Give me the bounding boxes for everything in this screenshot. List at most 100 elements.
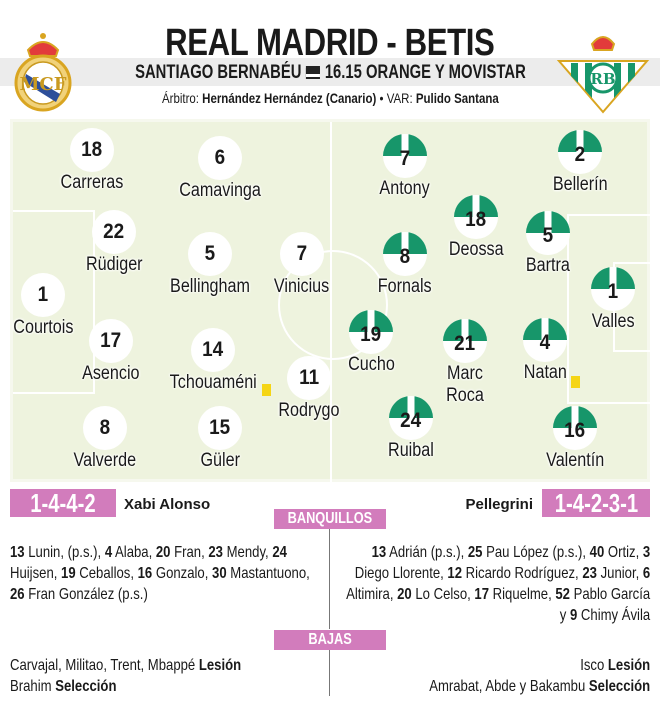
- penalty-area-line: [567, 214, 569, 404]
- bench-number: 3: [642, 544, 650, 561]
- player-name: Güler: [150, 450, 290, 472]
- header-band: [0, 58, 660, 86]
- player-name-text: Deossa: [448, 239, 504, 260]
- player-name: Carreras: [22, 172, 162, 194]
- bench-number: 6: [642, 565, 650, 582]
- betis-crest: RB: [556, 36, 650, 114]
- bench-number: 20: [396, 586, 412, 603]
- referee: Hernández Hernández (Canario): [201, 90, 376, 106]
- bench-number: 30: [212, 565, 227, 582]
- bench-number: 23: [582, 565, 597, 582]
- player-name-text: Rüdiger: [85, 254, 143, 275]
- shirt-number-badge: 11: [287, 356, 331, 400]
- player-name: Rüdiger: [44, 254, 184, 276]
- player-name-text: Güler: [200, 450, 240, 471]
- svg-text:RB: RB: [590, 70, 615, 88]
- absence-reason: Lesión: [607, 657, 650, 674]
- player-name: Tchouaméni: [143, 372, 283, 394]
- shirt-number-badge: 18: [70, 128, 114, 172]
- bench-player: Alaba,: [112, 544, 156, 561]
- bench-number: 26: [10, 586, 25, 603]
- player-name: Valverde: [35, 450, 175, 472]
- match-info: SANTIAGO BERNABÉU 16.15 ORANGE Y MOVISTAR: [0, 62, 660, 84]
- player-name-text: Valverde: [73, 450, 137, 471]
- away-coach: Pellegrini: [465, 496, 533, 513]
- bench-number: 20: [155, 544, 171, 561]
- player-name: Camavinga: [150, 180, 290, 202]
- shirt-number-badge: 2: [558, 130, 602, 174]
- shirt-number-badge: 4: [523, 318, 567, 362]
- shirt-number: 19: [360, 323, 382, 346]
- bench-player: Ceballos,: [75, 565, 138, 582]
- shirt-number: 14: [202, 338, 224, 361]
- bench-player: Diego Llorente,: [354, 565, 448, 582]
- absences-text: Carvajal, Militao, Trent, Mbappé Lesión B…: [10, 655, 320, 697]
- penalty-area-line: [13, 392, 93, 394]
- shirt-number-badge: 15: [198, 406, 242, 450]
- absence-reason: Lesión: [198, 657, 242, 674]
- shirt-number: 16: [564, 419, 586, 442]
- shirt-number: 15: [209, 416, 231, 439]
- yellow-card-icon: [571, 376, 580, 388]
- player-name-text: Fornals: [378, 276, 432, 297]
- bench-player: Chimy Ávila: [577, 607, 650, 624]
- bench-number: 17: [474, 586, 489, 603]
- var-referee: Pulido Santana: [415, 90, 499, 106]
- player-name: Antony: [335, 178, 475, 200]
- shirt-number: 1: [37, 283, 49, 306]
- shirt-number-badge: 17: [89, 319, 133, 363]
- player-name: Marc Roca: [425, 363, 505, 407]
- bench-number: 19: [61, 565, 76, 582]
- bench-number: 25: [467, 544, 483, 561]
- away-formation: 1-4-2-3-1: [542, 489, 650, 517]
- bench-player: Pau López (p.s.),: [482, 544, 590, 561]
- shirt-number: 4: [539, 331, 551, 354]
- player-name: Asencio: [41, 363, 181, 385]
- shirt-number: 17: [100, 329, 122, 352]
- absent-players: Carvajal, Militao, Trent, Mbappé: [10, 657, 199, 674]
- player-name: Valentín: [505, 450, 645, 472]
- player-name: Deossa: [406, 239, 546, 261]
- player-name-text: Natan: [523, 362, 567, 383]
- bench-number: 40: [589, 544, 605, 561]
- yellow-card-icon: [262, 384, 271, 396]
- shirt-number-badge: 1: [21, 273, 65, 317]
- bench-number: 16: [137, 565, 153, 582]
- shirt-number-badge: 8: [383, 232, 427, 276]
- shirt-number: 7: [296, 242, 308, 265]
- player-name-text: Rodrygo: [278, 400, 340, 421]
- absences-text: Isco Lesión Amrabat, Abde y Bakambu Selec…: [340, 655, 650, 697]
- bench-player: Lunin, (p.s.),: [24, 544, 105, 561]
- shirt-number: 5: [204, 242, 216, 265]
- bench-number: 12: [447, 565, 462, 582]
- home-bench: 13 Lunin, (p.s.), 4 Alaba, 20 Fran, 23 M…: [10, 542, 320, 605]
- player-name-text: Carreras: [60, 172, 124, 193]
- absences-heading: BAJAS: [274, 630, 386, 650]
- shirt-number: 6: [214, 146, 226, 169]
- bench-player: Ortiz,: [604, 544, 643, 561]
- bench-number: 9: [569, 607, 578, 624]
- penalty-area-line: [567, 214, 653, 216]
- shirt-number-badge: 22: [92, 210, 136, 254]
- real-madrid-crest: MCF: [14, 33, 72, 112]
- shirt-number-badge: 18: [454, 195, 498, 239]
- bench-player: Ricardo Rodríguez,: [461, 565, 583, 582]
- player-name: Courtois: [0, 317, 113, 339]
- bench-player: Gonzalo,: [152, 565, 213, 582]
- away-absences: Isco Lesión Amrabat, Abde y Bakambu Selec…: [340, 655, 650, 697]
- player-name: Valles: [543, 311, 660, 333]
- away-bench: 13 Adrián (p.s.), 25 Pau López (p.s.), 4…: [340, 542, 650, 626]
- bench-player: Fran González (p.s.): [24, 586, 148, 603]
- bench-number: 24: [272, 544, 287, 561]
- home-coach: Xabi Alonso: [124, 496, 211, 513]
- bench-number: 52: [555, 586, 570, 603]
- bench-player: Mastantuono,: [226, 565, 310, 582]
- bench-player: Junior,: [596, 565, 643, 582]
- bench-player: Lo Celso,: [411, 586, 475, 603]
- goal-area-line: [613, 350, 653, 352]
- player-name: Fornals: [335, 276, 475, 298]
- penalty-area-line: [93, 210, 95, 394]
- shirt-number: 11: [299, 366, 319, 389]
- absent-players: Brahim: [10, 678, 56, 695]
- bench-player: Pablo García y: [559, 586, 650, 624]
